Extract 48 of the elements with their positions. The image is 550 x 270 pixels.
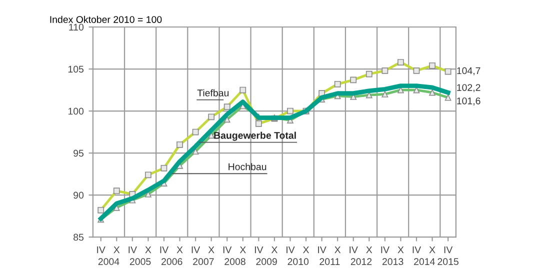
x-tick-label: X — [334, 246, 341, 254]
data-label: 102,2 — [457, 84, 480, 92]
x-tick-label: IV — [444, 246, 453, 254]
text: 2009 — [256, 258, 277, 266]
text: 2006 — [162, 258, 182, 266]
x-tick-label: X — [240, 246, 246, 254]
series-label: Baugewerbe Total — [214, 132, 296, 141]
text: 2013 — [382, 258, 404, 266]
x-tick-label: IV — [223, 246, 232, 254]
x-tick-label: IV — [412, 246, 422, 254]
x-tick-label: IV — [192, 246, 200, 254]
text: Hochbau — [228, 163, 266, 170]
text: 2011 — [320, 258, 340, 266]
x-tick-label: IV — [350, 246, 358, 254]
x-tick-label: X — [145, 246, 152, 254]
x-tick-label: X — [176, 246, 183, 254]
text: 2005 — [130, 258, 151, 266]
x-tick-label: X — [114, 246, 120, 254]
series-label: Tiefbau — [197, 89, 229, 96]
x-tick-label: IV — [128, 246, 137, 254]
x-tick-label: IV — [381, 246, 390, 254]
x-tick-label: X — [398, 246, 404, 254]
text: 2012 — [350, 258, 372, 266]
text: 2004 — [98, 258, 120, 266]
data-label: 104,7 — [457, 67, 480, 76]
data-label: 101,6 — [457, 97, 480, 106]
x-tick-label: IV — [318, 246, 326, 254]
y-tick-label: 95 — [74, 150, 84, 157]
text: 2008 — [224, 258, 246, 266]
text: 2014 — [414, 258, 435, 266]
text: 2010 — [288, 258, 309, 266]
text: 2015 — [438, 258, 458, 266]
y-tick-label: 90 — [74, 192, 84, 199]
y-axis-title: Index Oktober 2010 = 100 — [50, 16, 162, 23]
y-tick-label: 105 — [68, 66, 84, 73]
y-tick-label: 110 — [69, 24, 84, 31]
x-tick-label: IV — [160, 246, 169, 254]
x-tick-label: X — [429, 246, 436, 254]
y-tick-label: 85 — [74, 234, 84, 241]
text: 2007 — [193, 258, 214, 266]
y-tick-label: 100 — [68, 108, 84, 115]
x-tick-label: X — [302, 246, 310, 254]
x-tick-label: IV — [97, 246, 106, 254]
x-tick-label: IV — [286, 246, 295, 254]
x-tick-label: X — [208, 246, 214, 254]
x-tick-label: X — [366, 246, 372, 254]
x-tick-label: X — [271, 246, 278, 254]
x-tick-label: IV — [254, 246, 264, 254]
